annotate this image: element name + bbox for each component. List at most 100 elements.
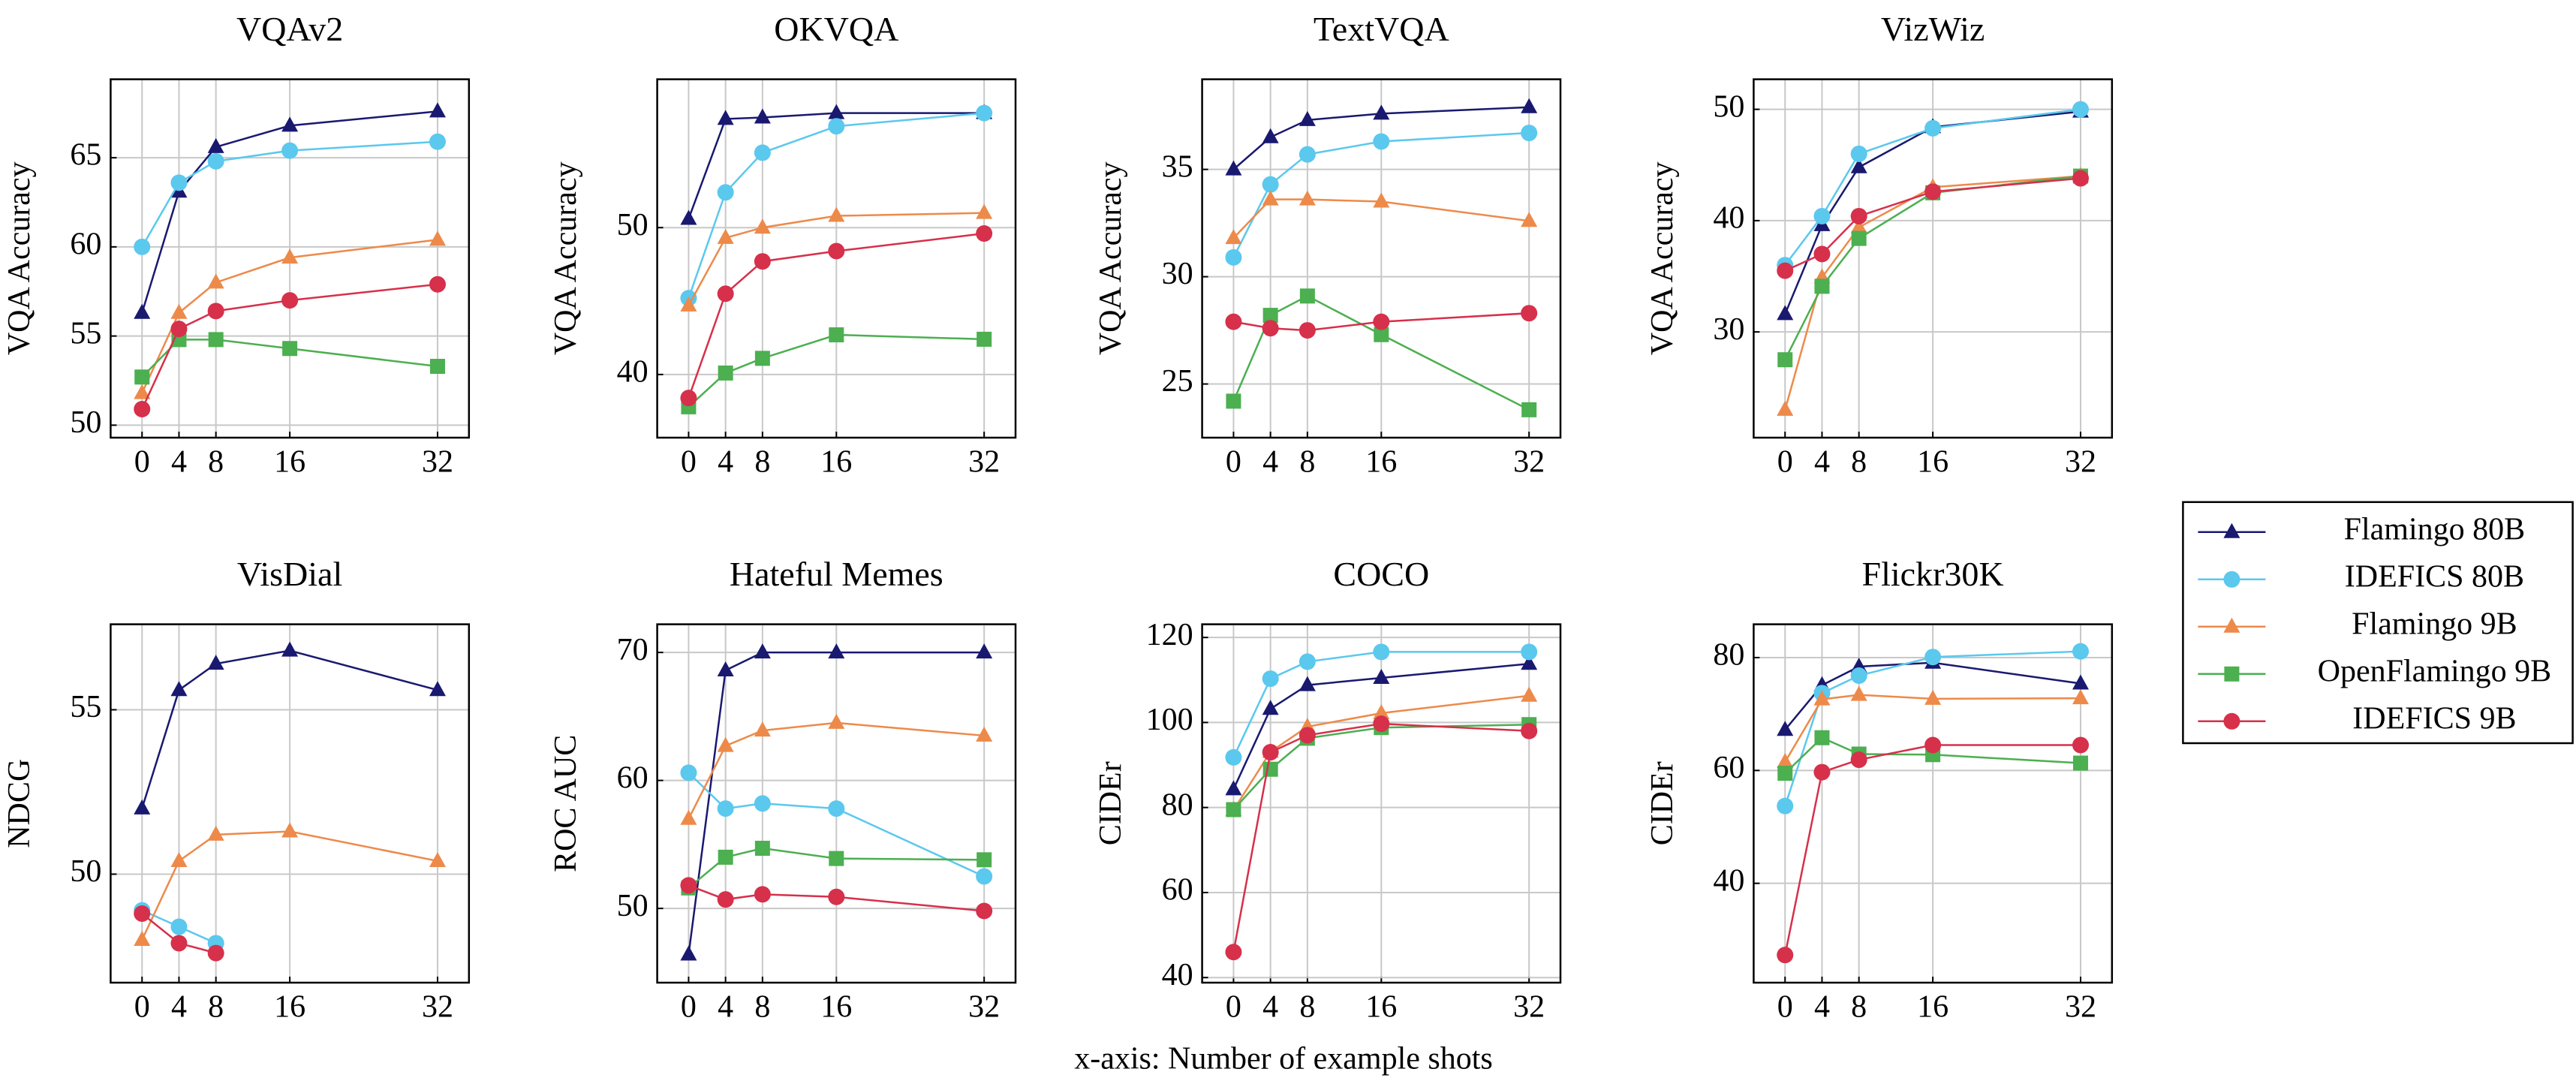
marker — [207, 655, 224, 670]
marker — [2072, 643, 2089, 660]
x-tick-label: 16 — [820, 445, 852, 480]
y-tick-label: 60 — [1162, 873, 1193, 908]
marker — [754, 795, 771, 812]
marker — [1373, 703, 1390, 719]
x-tick-label: 4 — [171, 445, 187, 480]
marker — [977, 852, 992, 868]
marker — [976, 643, 993, 659]
legend-label: OpenFlamingo 9B — [2318, 654, 2552, 688]
marker — [754, 886, 771, 903]
y-tick-label: 120 — [1146, 618, 1193, 652]
x-tick-label: 4 — [1262, 990, 1278, 1025]
marker — [429, 681, 446, 697]
marker — [1373, 133, 1390, 150]
x-tick-label: 4 — [1814, 990, 1830, 1025]
x-tick-label: 4 — [718, 445, 733, 480]
marker — [1777, 305, 1794, 321]
y-tick-label: 40 — [1713, 863, 1744, 898]
marker — [1262, 761, 1278, 777]
marker — [1813, 245, 1831, 263]
x-tick-label: 16 — [1917, 445, 1949, 480]
marker — [680, 209, 697, 225]
x-tick-label: 32 — [2065, 445, 2096, 480]
y-tick-label: 50 — [70, 854, 101, 889]
marker — [207, 825, 224, 841]
marker — [717, 285, 734, 303]
y-tick-label: 80 — [1713, 638, 1744, 673]
marker — [718, 849, 733, 865]
marker — [281, 116, 299, 132]
x-tick-label: 4 — [718, 990, 733, 1025]
y-tick-label: 40 — [1162, 958, 1193, 992]
x-tick-label: 8 — [1851, 445, 1867, 480]
marker — [976, 104, 993, 122]
marker — [828, 643, 845, 659]
marker — [2072, 101, 2089, 118]
marker — [717, 228, 734, 244]
x-tick-label: 16 — [274, 445, 305, 480]
marker — [2072, 736, 2089, 754]
marker — [1924, 649, 1942, 666]
marker — [134, 931, 151, 947]
marker — [1521, 305, 1538, 322]
y-axis-label: NDCG — [2, 759, 37, 848]
chart-title: TextVQA — [1314, 10, 1449, 48]
marker — [1850, 685, 1867, 701]
marker — [1777, 766, 1793, 781]
y-axis-label: VQA Accuracy — [549, 161, 583, 355]
x-tick-label: 8 — [1299, 990, 1315, 1025]
x-tick-label: 16 — [1917, 990, 1949, 1025]
marker — [1225, 248, 1242, 266]
x-tick-label: 32 — [968, 990, 1000, 1025]
marker — [1777, 721, 1794, 736]
plot-frame — [110, 78, 471, 439]
marker — [2223, 617, 2240, 633]
marker — [1521, 643, 1538, 661]
marker — [282, 341, 298, 357]
marker — [1850, 218, 1867, 233]
marker — [828, 104, 845, 119]
plot-frame — [110, 623, 471, 984]
chart-title: OKVQA — [774, 10, 898, 48]
marker — [2072, 674, 2089, 690]
plot-frame — [1753, 623, 2114, 984]
marker — [170, 681, 188, 697]
marker — [1373, 715, 1390, 733]
y-tick-label: 50 — [617, 889, 649, 923]
marker — [1777, 352, 1793, 368]
marker — [828, 242, 845, 260]
marker — [1373, 643, 1390, 661]
x-tick-label: 16 — [274, 990, 305, 1025]
marker — [754, 144, 771, 161]
marker — [429, 851, 446, 867]
marker — [2224, 666, 2240, 682]
y-tick-label: 55 — [70, 316, 101, 351]
marker — [1225, 160, 1242, 176]
marker — [207, 273, 224, 289]
marker — [1225, 944, 1242, 961]
marker — [170, 303, 188, 319]
x-tick-label: 16 — [820, 990, 852, 1025]
marker — [207, 303, 224, 320]
marker — [717, 800, 734, 818]
marker — [2223, 712, 2240, 730]
marker — [754, 351, 770, 366]
y-tick-label: 40 — [1713, 201, 1744, 236]
marker — [1850, 207, 1867, 224]
marker — [1373, 104, 1390, 120]
plot-frame — [1753, 78, 2114, 439]
chart-title: VQAv2 — [236, 10, 343, 48]
marker — [429, 276, 446, 293]
marker — [1521, 125, 1538, 142]
marker — [134, 799, 151, 815]
x-tick-label: 8 — [754, 990, 770, 1025]
y-tick-label: 40 — [617, 355, 649, 390]
marker — [1777, 797, 1794, 815]
marker — [1521, 655, 1538, 670]
marker — [134, 905, 151, 923]
marker — [1373, 668, 1390, 684]
marker — [754, 721, 771, 737]
marker — [2223, 522, 2240, 538]
marker — [1373, 313, 1390, 330]
x-tick-label: 8 — [754, 445, 770, 480]
